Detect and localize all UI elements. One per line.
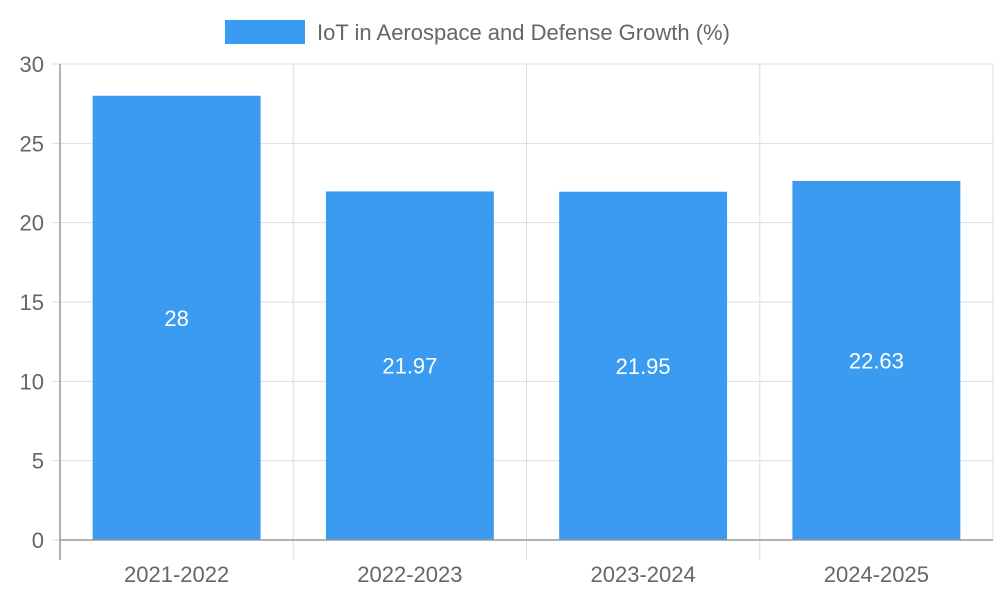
x-tick-label: 2022-2023 [357, 562, 462, 587]
x-tick-label: 2023-2024 [591, 562, 696, 587]
x-tick-label: 2021-2022 [124, 562, 229, 587]
bar-value-label: 28 [164, 306, 188, 331]
bars-layer [92, 95, 961, 541]
y-tick-label: 15 [20, 290, 44, 315]
bar-2021-2022[interactable] [92, 95, 261, 540]
legend-label[interactable]: IoT in Aerospace and Defense Growth (%) [317, 20, 730, 45]
bar-value-label: 21.97 [382, 354, 437, 379]
bar-value-label: 22.63 [849, 348, 904, 373]
labels-layer: 28 21.97 21.95 22.63 [164, 306, 904, 379]
x-tick-label: 2024-2025 [824, 562, 929, 587]
y-tick-label: 10 [20, 369, 44, 394]
legend-swatch[interactable] [225, 20, 305, 44]
bar-2024-2025[interactable] [792, 180, 961, 541]
y-tick-label: 0 [32, 528, 44, 553]
y-tick-label: 30 [20, 52, 44, 77]
legend[interactable]: IoT in Aerospace and Defense Growth (%) [225, 20, 730, 45]
y-tick-label: 5 [32, 449, 44, 474]
y-tick-label: 20 [20, 211, 44, 236]
axis-layer: 0 5 10 15 20 25 30 2021-2022 2022-2023 2023-2024 2… [20, 52, 993, 587]
bar-value-label: 21.95 [616, 354, 671, 379]
bar-2023-2024[interactable] [559, 191, 728, 540]
y-tick-label: 25 [20, 131, 44, 156]
bar-2022-2023[interactable] [325, 191, 494, 540]
